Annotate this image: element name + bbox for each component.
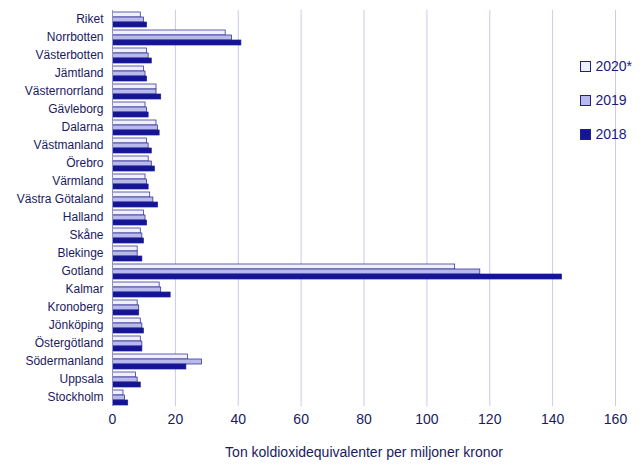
svg-text:Västmanland: Västmanland (33, 138, 103, 152)
svg-text:Norrbotten: Norrbotten (47, 30, 104, 44)
svg-text:Östergötland: Östergötland (35, 336, 104, 350)
svg-text:0: 0 (109, 411, 117, 427)
html-text:2019: 2019 (595, 92, 627, 108)
svg-text:Halland: Halland (63, 210, 104, 224)
svg-text:Uppsala: Uppsala (59, 372, 103, 386)
svg-text:Riket: Riket (76, 12, 104, 26)
svg-text:Gotland: Gotland (61, 264, 103, 278)
svg-text:20: 20 (168, 411, 184, 427)
svg-text:Värmland: Värmland (52, 174, 103, 188)
svg-text:Kalmar: Kalmar (65, 282, 103, 296)
svg-text:Gävleborg: Gävleborg (48, 102, 103, 116)
svg-text:Örebro: Örebro (66, 156, 104, 170)
svg-text:Skåne: Skåne (69, 228, 103, 242)
svg-text:Jämtland: Jämtland (55, 66, 104, 80)
svg-text:Kronoberg: Kronoberg (47, 300, 103, 314)
svg-text:Västra Götaland: Västra Götaland (17, 192, 104, 206)
html-text:2020*: 2020* (595, 58, 632, 74)
svg-text:Stockholm: Stockholm (47, 390, 103, 404)
svg-text:Jönköping: Jönköping (49, 318, 104, 332)
svg-text:Västerbotten: Västerbotten (35, 48, 103, 62)
svg-text:Dalarna: Dalarna (61, 120, 103, 134)
svg-text:140: 140 (541, 411, 565, 427)
svg-text:Västernorrland: Västernorrland (25, 84, 104, 98)
svg-text:60: 60 (293, 411, 309, 427)
svg-text:100: 100 (415, 411, 439, 427)
svg-text:40: 40 (230, 411, 246, 427)
svg-text:120: 120 (478, 411, 502, 427)
svg-text:80: 80 (356, 411, 372, 427)
svg-text:Ton koldioxidequivalenter per: Ton koldioxidequivalenter per miljoner k… (225, 444, 503, 460)
html-text:2018: 2018 (595, 126, 627, 142)
svg-text:160: 160 (604, 411, 628, 427)
svg-text:Södermanland: Södermanland (25, 354, 103, 368)
svg-text:Blekinge: Blekinge (57, 246, 103, 260)
